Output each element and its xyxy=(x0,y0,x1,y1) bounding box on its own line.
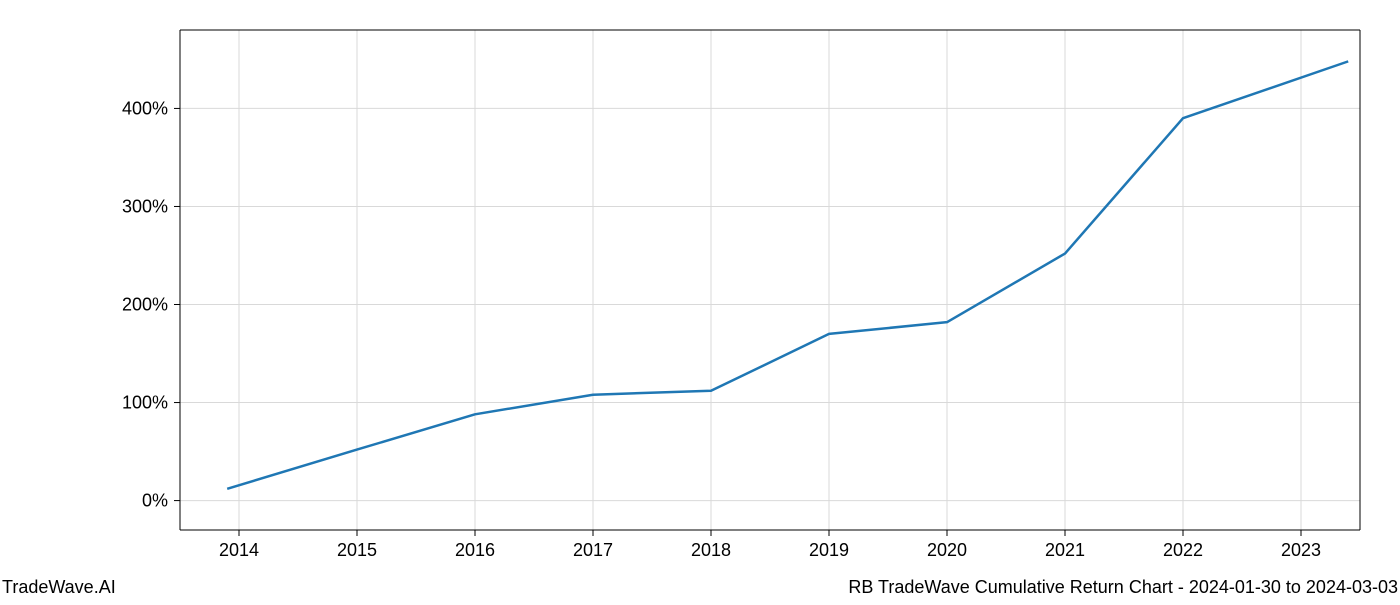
x-tick-label: 2023 xyxy=(1281,540,1321,560)
x-tick-label: 2022 xyxy=(1163,540,1203,560)
y-tick-label: 300% xyxy=(122,196,168,216)
chart-container: { "chart": { "type": "line", "width": 14… xyxy=(0,0,1400,600)
line-chart: 2014 2015 2016 2017 2018 2019 2020 2021 2022 2023… xyxy=(0,0,1400,600)
y-tick-label: 100% xyxy=(122,393,168,413)
x-tick-label: 2016 xyxy=(455,540,495,560)
x-tick-label: 2020 xyxy=(927,540,967,560)
x-tick-label: 2015 xyxy=(337,540,377,560)
x-tick-label: 2021 xyxy=(1045,540,1085,560)
y-tick-label: 0% xyxy=(142,491,168,511)
y-tick-label: 200% xyxy=(122,295,168,315)
x-tick-label: 2019 xyxy=(809,540,849,560)
footer-left-label: TradeWave.AI xyxy=(2,577,116,598)
x-tick-label: 2018 xyxy=(691,540,731,560)
x-tick-label: 2014 xyxy=(219,540,259,560)
y-tick-label: 400% xyxy=(122,98,168,118)
x-tick-label: 2017 xyxy=(573,540,613,560)
footer-right-label: RB TradeWave Cumulative Return Chart - 2… xyxy=(848,577,1398,598)
